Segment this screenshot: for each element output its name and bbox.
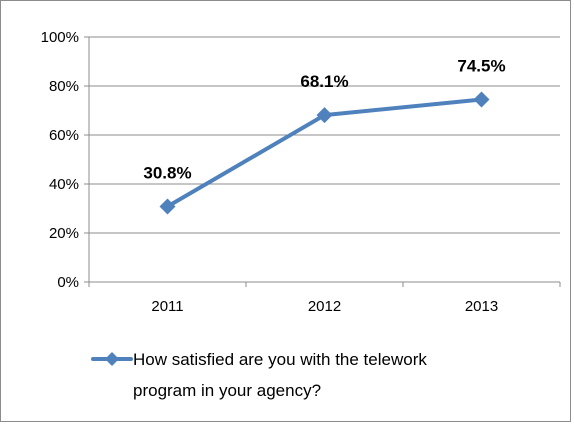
gridlines — [89, 36, 560, 283]
series-line-group — [159, 91, 490, 215]
legend-label-line-2: program in your agency? — [133, 381, 321, 400]
y-tick-label: 0% — [57, 274, 79, 291]
x-tick-label: 2012 — [308, 298, 341, 315]
data-point-marker — [316, 107, 333, 124]
legend: How satisfied are you with the telework … — [91, 350, 427, 400]
data-label: 74.5% — [457, 56, 505, 75]
y-tick-label: 20% — [49, 225, 79, 242]
legend-diamond-marker — [105, 352, 119, 366]
y-tick-label: 40% — [49, 176, 79, 193]
legend-label-line-1: How satisfied are you with the telework — [133, 350, 427, 369]
data-point-marker — [159, 198, 176, 215]
y-tick-label: 100% — [41, 29, 79, 46]
data-label: 30.8% — [143, 164, 191, 183]
y-tick-label: 60% — [49, 127, 79, 144]
x-axis-ticks: 2011 2012 2013 — [88, 282, 561, 315]
y-tick-label: 80% — [49, 78, 79, 95]
x-tick-label: 2011 — [151, 298, 183, 315]
data-label: 68.1% — [300, 72, 348, 91]
y-axis-ticks: 0% 20% 40% 60% 80% 100% — [41, 29, 90, 291]
data-labels: 30.8% 68.1% 74.5% — [143, 56, 505, 182]
data-point-marker — [473, 91, 490, 108]
x-tick-label: 2013 — [465, 298, 498, 315]
